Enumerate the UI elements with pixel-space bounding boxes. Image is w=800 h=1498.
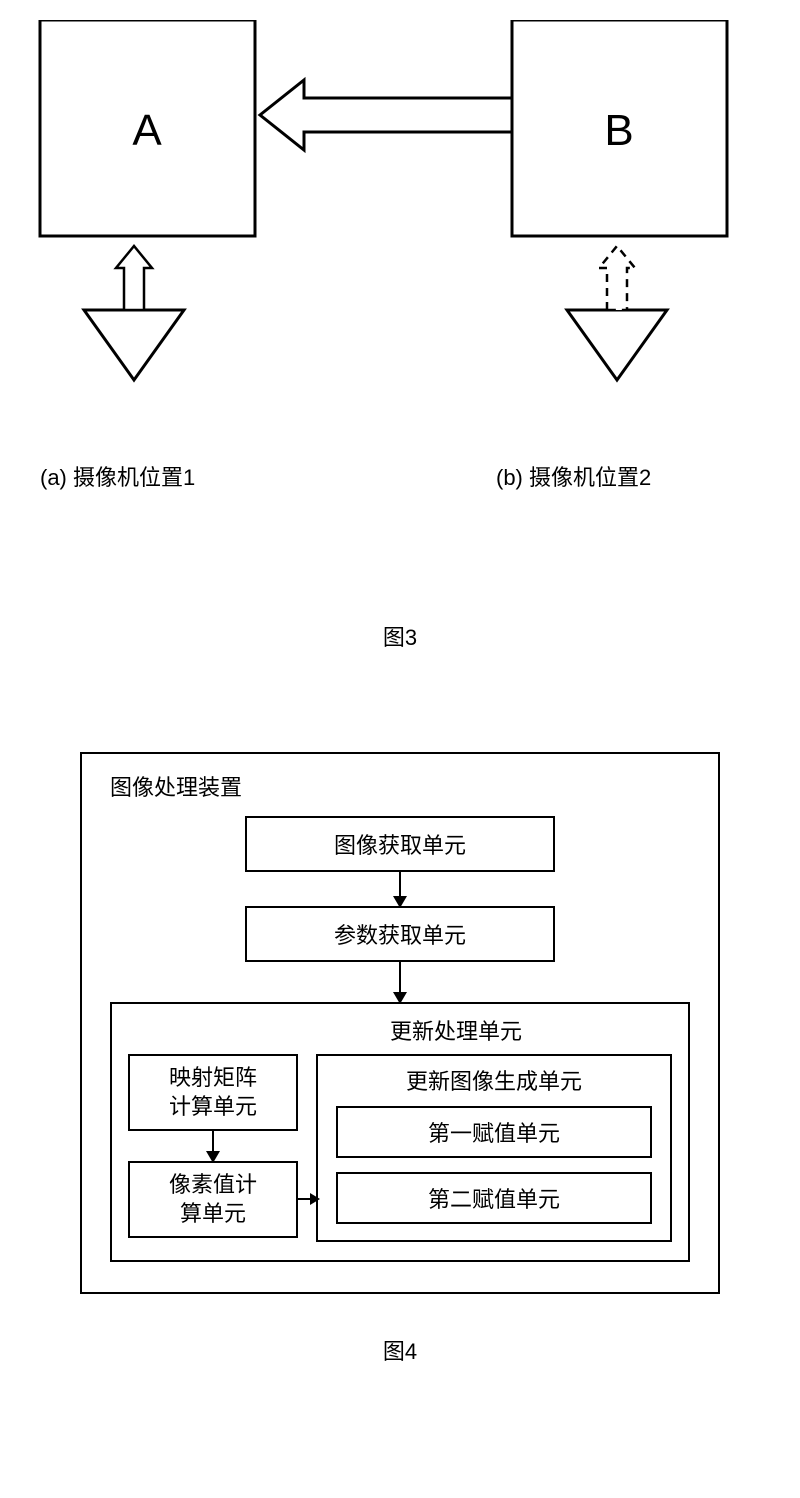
camera-1-icon — [84, 310, 184, 380]
assign-unit-2: 第二赋值单元 — [336, 1172, 652, 1224]
update-unit-title: 更新处理单元 — [128, 1014, 672, 1046]
figure-4-caption: 图4 — [20, 1334, 780, 1366]
figure-3: A B (a) 摄像机位置1 (b) 摄像机位置2 — [20, 20, 780, 590]
figure-3-svg: A B — [20, 20, 780, 500]
camera-2-icon — [567, 310, 667, 380]
param-acquire-unit: 参数获取单元 — [245, 906, 555, 962]
figure-3-caption: 图3 — [20, 620, 780, 652]
arrow-down-3-icon — [212, 1131, 214, 1161]
box-b-label: B — [604, 106, 633, 155]
gen-unit-title: 更新图像生成单元 — [336, 1064, 652, 1096]
camera-2-label: (b) 摄像机位置2 — [496, 460, 651, 492]
arrow-right-icon — [298, 1192, 320, 1206]
map-matrix-unit: 映射矩阵 计算单元 — [128, 1054, 298, 1131]
figure-4: 图像处理装置 图像获取单元 参数获取单元 更新处理单元 映射矩阵 计算单元 像素… — [80, 752, 720, 1294]
box-a-label: A — [132, 106, 162, 155]
arrow-down-1-icon — [399, 872, 401, 906]
arrow-down-2-icon — [399, 962, 401, 1002]
update-processing-unit: 更新处理单元 映射矩阵 计算单元 像素值计 算单元 更新图像生成单元 第一赋值单… — [110, 1002, 690, 1262]
device-title: 图像处理装置 — [110, 770, 690, 802]
big-arrow-icon — [260, 80, 512, 150]
update-left-column: 映射矩阵 计算单元 像素值计 算单元 — [128, 1054, 298, 1238]
camera-1-arrow-icon — [116, 246, 152, 310]
camera-2-arrow-icon — [599, 246, 635, 310]
assign-unit-1: 第一赋值单元 — [336, 1106, 652, 1158]
update-image-gen-unit: 更新图像生成单元 第一赋值单元 第二赋值单元 — [316, 1054, 672, 1242]
pixel-calc-unit: 像素值计 算单元 — [128, 1161, 298, 1238]
image-acquire-unit: 图像获取单元 — [245, 816, 555, 872]
camera-1-label: (a) 摄像机位置1 — [40, 460, 195, 492]
